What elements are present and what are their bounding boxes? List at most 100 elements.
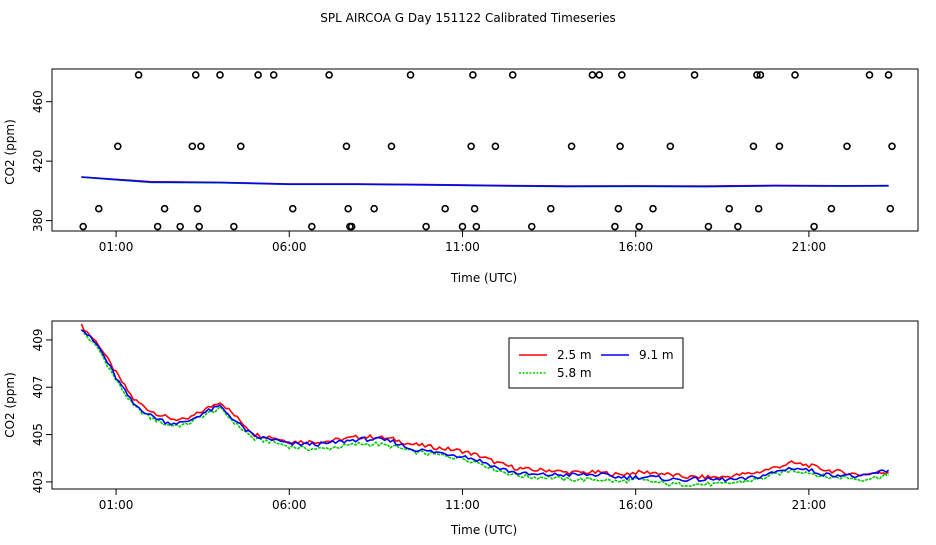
scatter-point: [616, 142, 624, 151]
scatter-point: [230, 222, 238, 231]
scatter-point: [635, 222, 643, 231]
top-y-tick-label: 460: [31, 90, 45, 113]
top-scatter-points: [79, 71, 896, 231]
scatter-point: [791, 71, 799, 79]
scatter-point: [195, 222, 204, 231]
scatter-point: [288, 204, 297, 213]
legend-label-2-5m: 2.5 m: [557, 348, 592, 362]
top-x-tick-label: 21:00: [792, 240, 827, 254]
scatter-point: [614, 204, 623, 213]
scatter-point: [342, 142, 351, 151]
legend-box: [508, 337, 684, 389]
top-series-lines: [81, 176, 889, 188]
scatter-point: [756, 71, 765, 79]
scatter-point: [775, 142, 784, 151]
bottom-x-tick-label: 16:00: [618, 498, 653, 512]
scatter-point: [216, 71, 224, 79]
top-y-tick-label: 420: [31, 150, 45, 173]
top-y-tick-label: 380: [31, 209, 45, 232]
scatter-point: [406, 71, 415, 79]
bottom-x-tick-label: 01:00: [99, 498, 134, 512]
scatter-point: [188, 142, 197, 151]
top-x-tick-label: 06:00: [272, 240, 307, 254]
scatter-point: [611, 222, 619, 231]
scatter-point: [595, 71, 604, 79]
scatter-point: [734, 222, 742, 231]
bottom-y-tick-label: 405: [31, 423, 45, 446]
scatter-point: [865, 71, 874, 79]
scatter-point: [160, 204, 169, 213]
bottom-y-tick-label: 407: [31, 376, 45, 399]
scatter-point: [387, 142, 396, 151]
scatter-point: [749, 142, 758, 151]
scatter-point: [588, 71, 597, 79]
scatter-point: [472, 222, 481, 231]
scatter-point: [666, 142, 675, 151]
scatter-point: [810, 222, 818, 231]
bottom-axes: 01:00 06:00 11:00 16:00 21:00 403 405 407 409: [31, 328, 826, 512]
top-series-9-1-mline: [81, 176, 889, 188]
legend-label-5-8m: 5.8 m: [557, 366, 592, 380]
scatter-point: [527, 222, 536, 231]
bottom-x-tick-label: 06:00: [272, 498, 307, 512]
scatter-point: [843, 142, 851, 151]
scatter-point: [193, 204, 202, 213]
top-axes: 01:00 06:00 11:00 16:00 21:00 380 420 460: [31, 90, 826, 254]
bottom-x-tick-label: 21:00: [792, 498, 827, 512]
scatter-point: [886, 204, 895, 213]
scatter-point: [153, 222, 162, 231]
bottom-series-2-5-mline: [80, 323, 889, 481]
scatter-point: [114, 142, 122, 151]
scatter-point: [508, 71, 517, 79]
scatter-point: [827, 204, 836, 213]
scatter-point: [347, 222, 356, 231]
bottom-series-lines: [80, 323, 890, 488]
scatter-point: [254, 71, 262, 79]
scatter-point: [236, 142, 245, 151]
scatter-point: [191, 71, 200, 79]
scatter-point: [888, 142, 896, 151]
scatter-point: [467, 142, 475, 151]
scatter-point: [753, 71, 761, 79]
legend-label-9-1m: 9.1 m: [639, 348, 674, 362]
scatter-point: [725, 204, 734, 213]
scatter-point: [567, 142, 576, 151]
top-x-tick-label: 11:00: [445, 240, 480, 254]
scatter-point: [176, 222, 184, 231]
top-x-axis-label: Time (UTC): [450, 271, 517, 285]
scatter-point: [325, 71, 333, 79]
scatter-point: [458, 222, 467, 231]
bottom-series-5-8-mline: [80, 328, 889, 488]
top-x-tick-label: 01:00: [99, 240, 134, 254]
bottom-x-axis-label: Time (UTC): [450, 523, 517, 537]
bottom-series-9-1-mline: [80, 329, 890, 483]
scatter-point: [422, 222, 430, 231]
top-x-tick-label: 16:00: [618, 240, 653, 254]
scatter-point: [370, 204, 378, 213]
top-panel: 01:00 06:00 11:00 16:00 21:00 380 420 460 Time …: [3, 68, 919, 285]
top-plot-frame: [51, 68, 919, 232]
scatter-point: [134, 71, 143, 79]
top-series-2-5-mline: [81, 176, 889, 187]
scatter-point: [197, 142, 205, 151]
scatter-point: [94, 204, 103, 213]
scatter-point: [307, 222, 316, 231]
bottom-y-axis-label: CO2 (ppm): [3, 372, 17, 438]
bottom-y-tick-label: 409: [31, 328, 45, 351]
scatter-point: [754, 204, 763, 213]
scatter-point: [491, 142, 500, 151]
scatter-point: [690, 71, 699, 79]
scatter-point: [884, 71, 893, 79]
scatter-point: [470, 204, 479, 213]
scatter-point: [547, 204, 555, 213]
scatter-point: [704, 222, 713, 231]
scatter-point: [649, 204, 657, 213]
bottom-plot-frame: [51, 320, 919, 490]
bottom-panel: 01:00 06:00 11:00 16:00 21:00 403 405 407 409 Ti…: [3, 320, 919, 537]
bottom-y-tick-label: 403: [31, 470, 45, 493]
page-title: SPL AIRCOA G Day 151122 Calibrated Times…: [320, 11, 615, 25]
scatter-point: [441, 204, 449, 213]
scatter-point: [618, 71, 626, 79]
